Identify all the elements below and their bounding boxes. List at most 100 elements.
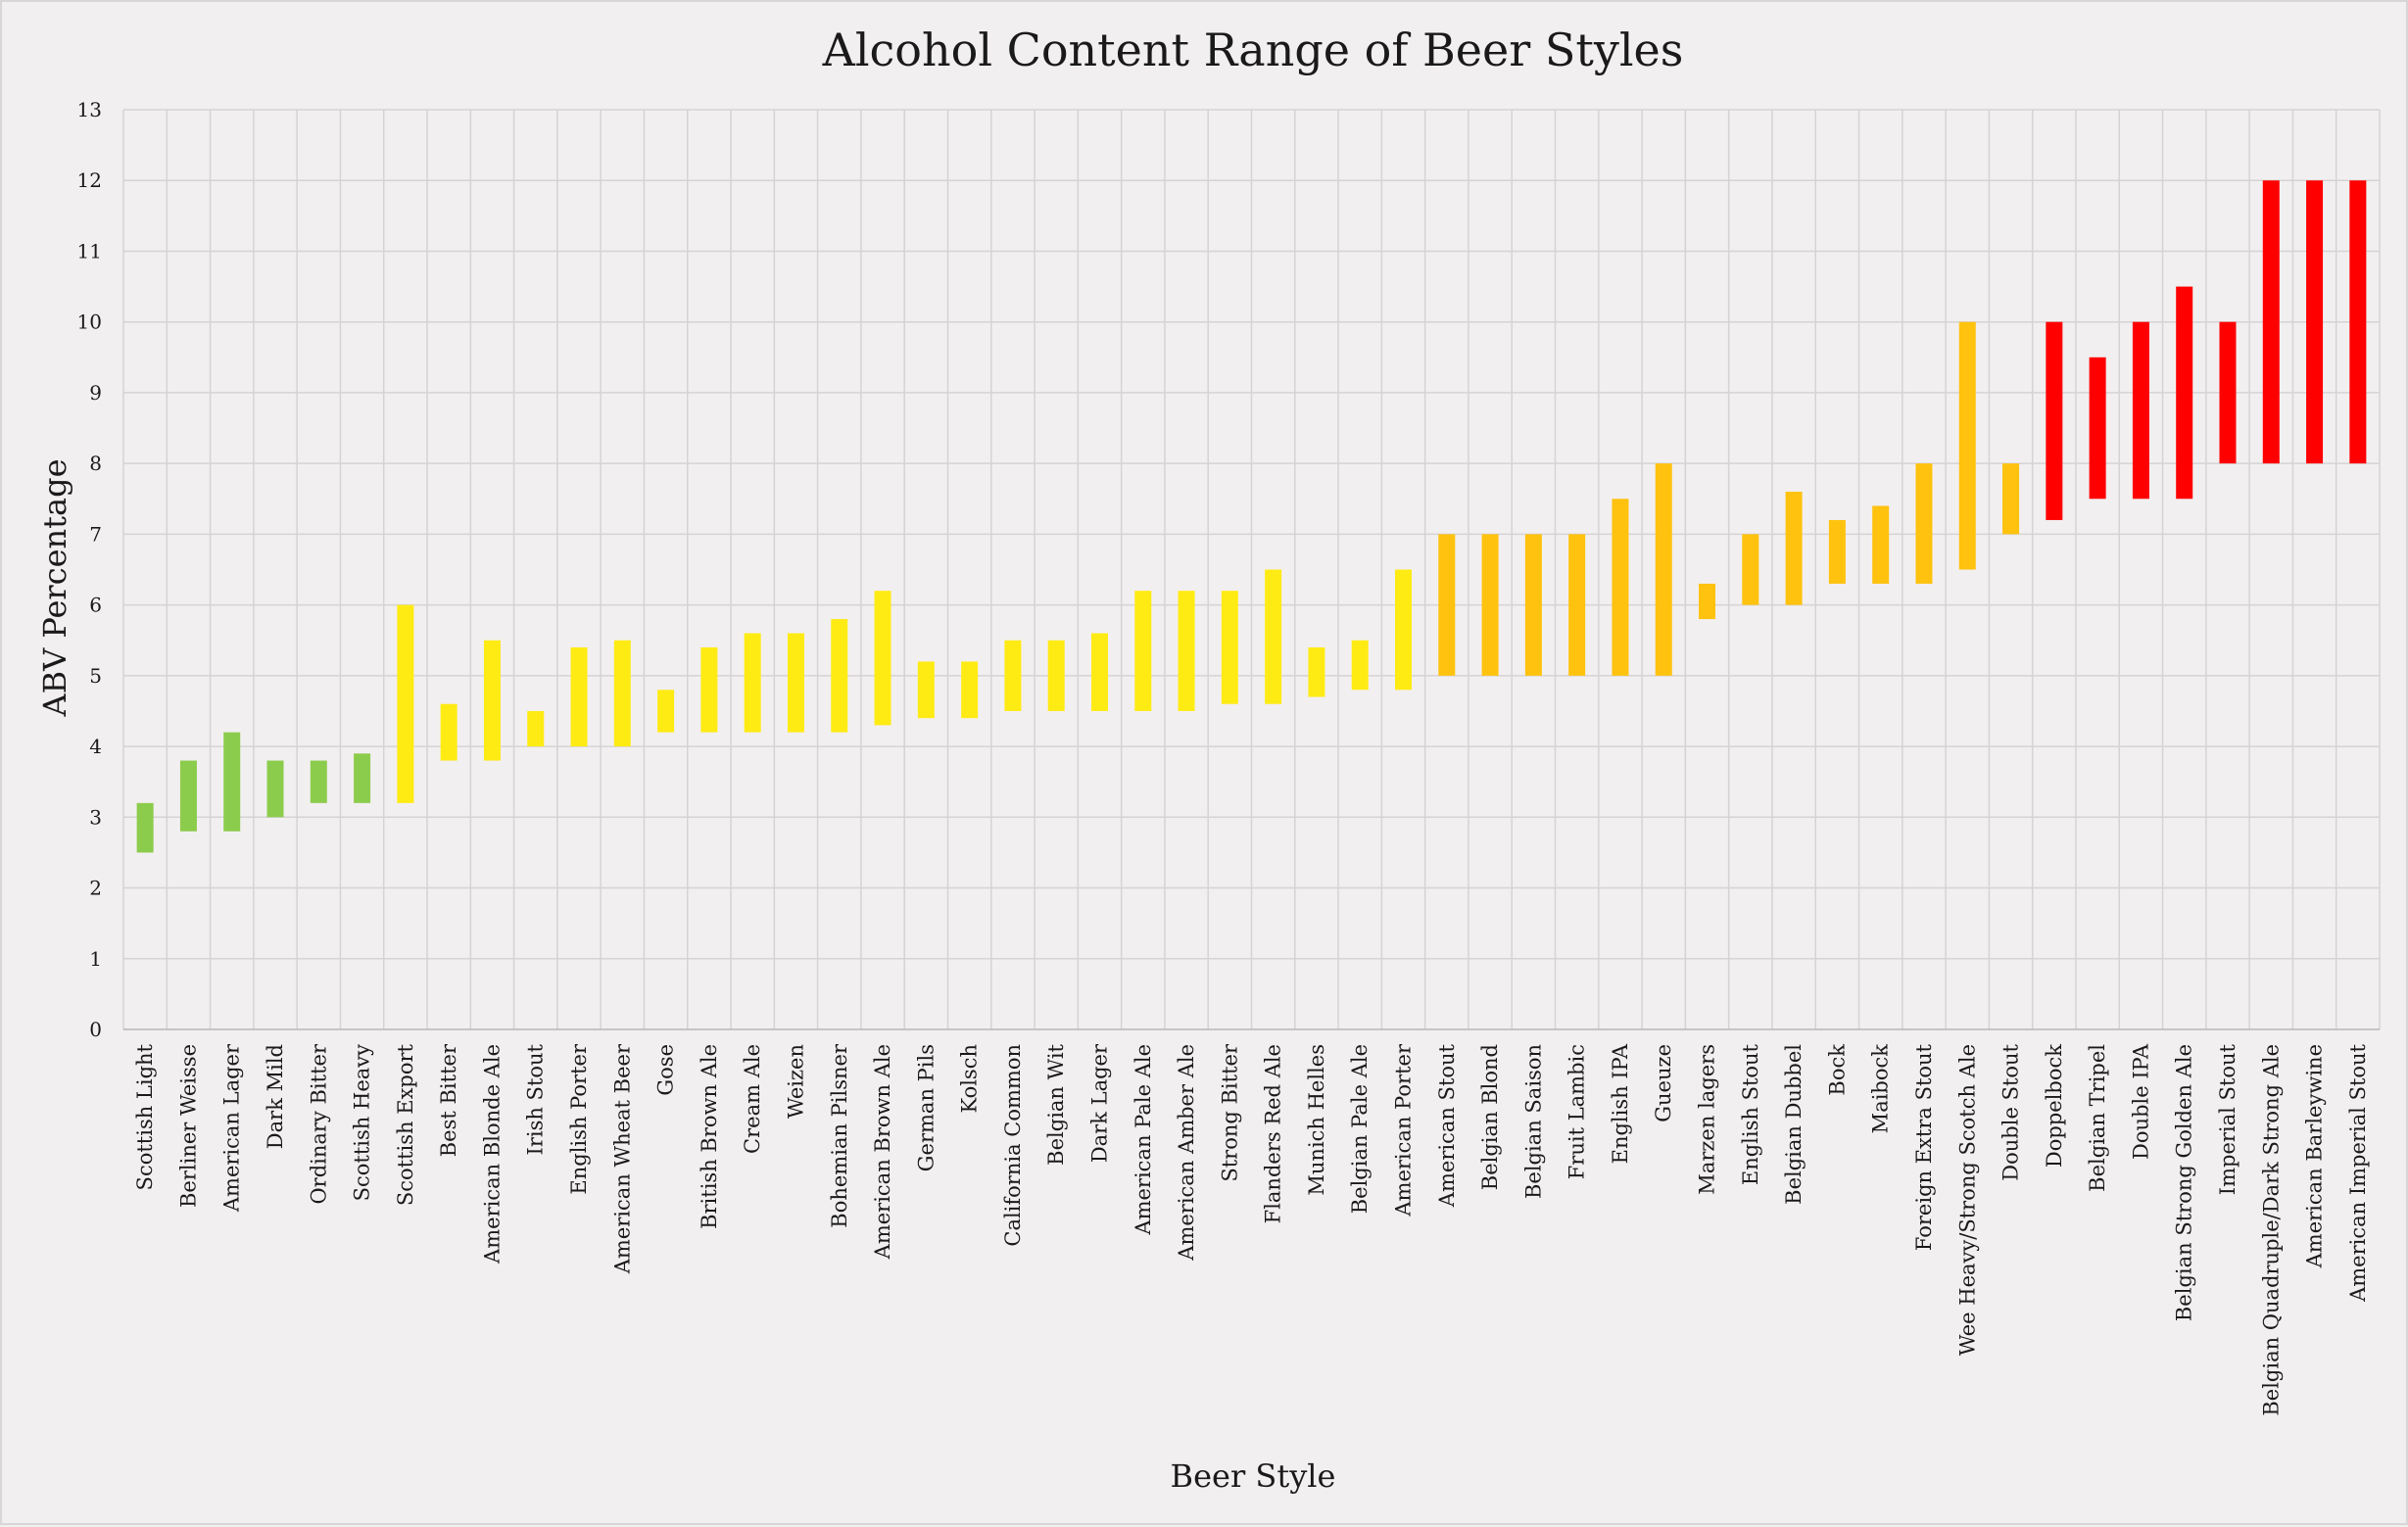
x-tick-label: American Porter [1392, 1043, 1416, 1217]
x-tick-label: English Porter [567, 1043, 591, 1195]
x-tick-label: Marzen lagers [1696, 1044, 1719, 1195]
bar-english-stout [1742, 534, 1759, 605]
bar-flanders-red-ale [1265, 569, 1282, 704]
x-tick-label: Double IPA [2129, 1043, 2152, 1160]
bar-double-stout [2002, 463, 2020, 535]
bar-british-brown-ale [700, 646, 718, 733]
y-tick-label: 13 [77, 98, 102, 121]
bar-best-bitter [440, 703, 458, 761]
bar-american-blonde-ale [483, 640, 501, 761]
bar-irish-stout [527, 710, 545, 747]
bar-doppelbock [2046, 321, 2063, 520]
x-tick-label: American Brown Ale [871, 1044, 894, 1260]
bar-imperial-stout [2219, 321, 2237, 464]
bar-berliner-weisse [179, 760, 197, 832]
chart-title: Alcohol Content Range of Beer Styles [822, 24, 1684, 76]
x-tick-label: Imperial Stout [2216, 1043, 2239, 1195]
bar-belgian-quadruple-dark-strong-ale [2262, 180, 2280, 464]
x-tick-label: Dark Mild [264, 1044, 287, 1149]
x-tick-label: American Blonde Ale [480, 1044, 504, 1265]
bar-marzen-lagers [1699, 583, 1716, 620]
bar-scottish-export [397, 604, 414, 803]
x-tick-label: Gueuze [1652, 1044, 1675, 1122]
bar-fruit-lambic [1568, 534, 1586, 676]
bar-belgian-blond [1481, 534, 1499, 676]
x-tick-label: Wee Heavy/Strong Scotch Ale [1955, 1044, 1979, 1356]
y-tick-label: 0 [89, 1018, 102, 1041]
bar-belgian-pale-ale [1351, 640, 1369, 691]
x-tick-label: Belgian Tripel [2086, 1044, 2109, 1192]
y-tick-label: 4 [89, 735, 102, 758]
x-tick-label: American Lager [220, 1043, 244, 1213]
bar-american-stout [1438, 534, 1456, 676]
bar-maibock [1872, 505, 1890, 584]
bar-american-imperial-stout [2349, 180, 2367, 464]
bar-scottish-heavy [354, 753, 371, 803]
x-tick-label: Belgian Pale Ale [1348, 1044, 1372, 1214]
bar-american-pale-ale [1134, 591, 1152, 711]
x-tick-label: Scottish Light [133, 1043, 157, 1190]
bar-munich-helles [1308, 646, 1325, 697]
x-tick-label: Munich Helles [1305, 1044, 1328, 1196]
x-tick-label: Foreign Extra Stout [1912, 1043, 1936, 1251]
bar-english-porter [570, 646, 588, 747]
x-tick-label: American Pale Ale [1132, 1044, 1155, 1236]
x-tick-label: Bohemian Pilsner [828, 1043, 851, 1228]
x-tick-label: Belgian Blond [1478, 1044, 1502, 1190]
x-tick-label: Irish Stout [524, 1043, 548, 1155]
x-tick-label: Flanders Red Ale [1262, 1044, 1285, 1223]
x-tick-labels: Scottish Light Berliner Weisse American La… [133, 1043, 2370, 1416]
x-tick-label: British Brown Ale [698, 1044, 721, 1229]
x-tick-label: Ordinary Bitter [307, 1043, 330, 1204]
bar-scottish-light [136, 802, 154, 853]
x-tick-label: American Barleywine [2303, 1044, 2327, 1268]
bar-belgian-strong-golden-ale [2176, 286, 2193, 500]
bar-weizen [787, 633, 804, 733]
bar-american-porter [1395, 569, 1413, 691]
x-tick-label: Scottish Export [394, 1043, 417, 1206]
x-axis-title: Beer Style [1171, 1457, 1336, 1495]
bar-cream-ale [744, 633, 761, 733]
x-tick-label: Belgian Quadruple/Dark Strong Ale [2259, 1044, 2283, 1416]
bar-strong-bitter [1221, 591, 1238, 704]
y-tick-label: 12 [77, 168, 102, 192]
x-tick-label: Fruit Lambic [1565, 1044, 1589, 1179]
y-tick-label: 10 [77, 310, 102, 334]
x-tick-label: Weizen [784, 1044, 807, 1119]
bar-american-brown-ale [874, 591, 891, 726]
bar-california-common [1004, 640, 1022, 711]
bar-wee-heavy-strong-scotch-ale [1958, 321, 1976, 570]
x-tick-label: California Common [1001, 1044, 1025, 1247]
y-axis-title: ABV Percentage [36, 458, 73, 717]
y-tick-label: 2 [89, 877, 102, 900]
y-tick-label: 8 [89, 452, 102, 475]
bar-belgian-tripel [2089, 357, 2106, 500]
x-tick-label: Belgian Wit [1044, 1043, 1068, 1165]
x-tick-label: American Stout [1435, 1043, 1459, 1208]
x-tick-label: English IPA [1609, 1043, 1632, 1164]
bar-belgian-wit [1047, 640, 1065, 711]
bar-american-wheat-beer [613, 640, 631, 747]
grid [122, 109, 2381, 1030]
x-tick-label: Maibock [1869, 1044, 1893, 1134]
bar-gose [657, 690, 675, 733]
x-tick-label: American Imperial Stout [2346, 1043, 2370, 1302]
x-tick-label: Best Bitter [437, 1043, 460, 1157]
bar-ordinary-bitter [310, 760, 327, 803]
y-tick-label: 5 [89, 664, 102, 688]
bar-dark-lager [1090, 633, 1108, 711]
x-tick-label: Scottish Heavy [351, 1044, 374, 1201]
bar-bock [1828, 519, 1846, 584]
bar-belgian-dubbel [1785, 492, 1803, 605]
x-tick-label: Doppelbock [2043, 1044, 2066, 1168]
bar-belgian-saison [1524, 534, 1542, 676]
x-tick-label: American Amber Ale [1175, 1044, 1198, 1262]
x-tick-label: Belgian Saison [1521, 1044, 1545, 1199]
x-tick-label: Kolsch [958, 1044, 982, 1114]
y-tick-label: 6 [89, 594, 102, 617]
bar-american-lager [223, 732, 241, 832]
bar-dark-mild [266, 760, 284, 818]
bar-english-ipa [1612, 499, 1629, 676]
